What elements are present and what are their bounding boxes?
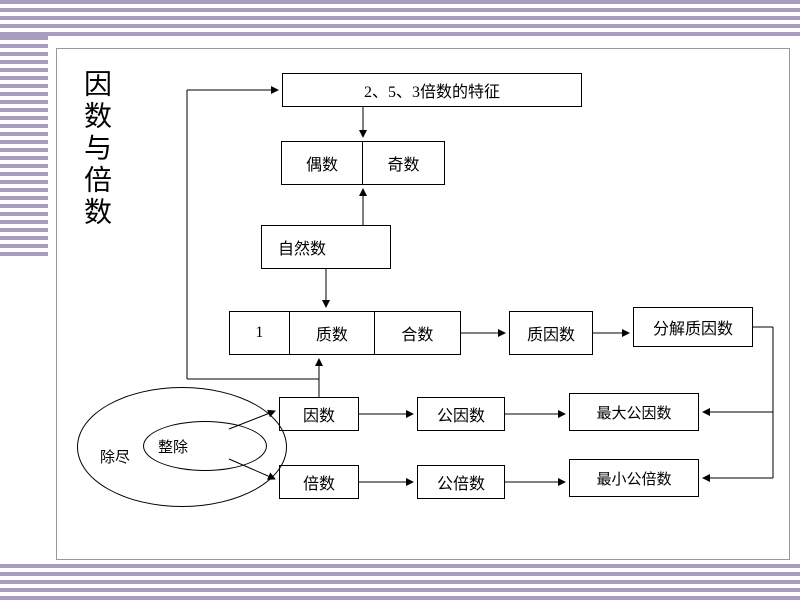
node-common-multiple: 公倍数 — [417, 465, 505, 499]
node-common-factor: 公因数 — [417, 397, 505, 431]
node-lcm: 最小公倍数 — [569, 459, 699, 497]
node-composite: 合数 — [375, 312, 460, 354]
node-multiple: 倍数 — [279, 465, 359, 499]
top-stripe-border — [0, 0, 800, 36]
node-even-odd: 偶数 奇数 — [281, 141, 445, 185]
node-prime-factor: 质因数 — [509, 311, 593, 355]
label-divisible: 整除 — [158, 436, 188, 457]
node-factorization: 分解质因数 — [633, 307, 753, 347]
node-odd: 奇数 — [363, 142, 444, 184]
node-one: 1 — [230, 312, 290, 354]
diagram-frame: 因数与倍数 2、5、3倍数的特征 偶数 奇数 自然数 1 质数 合数 质因数 分… — [56, 48, 790, 560]
ellipse-divisible: 整除 — [143, 421, 267, 471]
node-one-prime-composite: 1 质数 合数 — [229, 311, 461, 355]
node-top-characteristics: 2、5、3倍数的特征 — [282, 73, 582, 107]
node-factor: 因数 — [279, 397, 359, 431]
node-gcf: 最大公因数 — [569, 393, 699, 431]
bottom-stripe-border — [0, 564, 800, 600]
left-stripe-block — [0, 36, 48, 256]
diagram-title: 因数与倍数 — [75, 69, 115, 229]
node-natural: 自然数 — [261, 225, 391, 269]
node-prime: 质数 — [290, 312, 375, 354]
label-exhaust: 除尽 — [100, 446, 130, 467]
node-even: 偶数 — [282, 142, 363, 184]
